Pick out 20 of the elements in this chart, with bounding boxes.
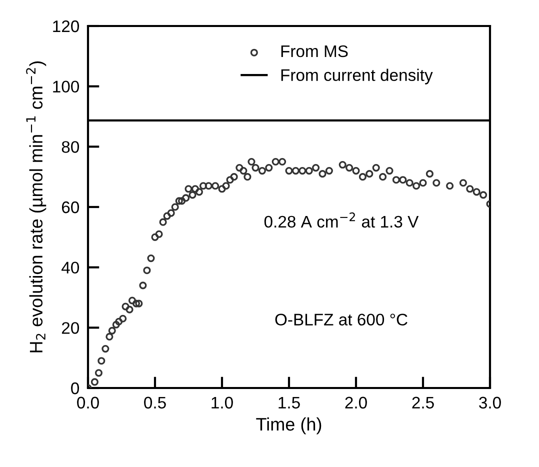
annotation: 0.28 A cm$^{−2}$ at 1.3 V (264, 212, 419, 228)
legend-label: From MS (281, 45, 348, 58)
x-tick-label: 1.5 (278, 396, 300, 409)
y-tick-label: 120 (53, 20, 80, 32)
y-tick-label: 60 (62, 201, 80, 214)
annotation: O-BLFZ at 600 °C (275, 314, 408, 326)
x-tick-label: 2.5 (412, 396, 434, 409)
y-tick-label: 20 (62, 322, 80, 334)
x-axis-title: Time (h) (256, 417, 322, 434)
x-tick-label: 0.5 (144, 396, 166, 409)
y-axis-title: H$_{2}$ evolution rate (µmol min$^{−1}$ cm$^{−2}$) (26, 61, 46, 352)
y-tick-label: 40 (62, 262, 80, 274)
x-tick-label: 1.0 (212, 396, 233, 409)
x-tick-label: 0.0 (77, 396, 99, 409)
x-tick-label: 2.0 (345, 396, 367, 409)
y-tick-label: 80 (62, 141, 80, 153)
y-tick-label: 100 (53, 80, 80, 93)
y-tick-label: 0 (71, 382, 80, 394)
x-tick-label: 3.0 (479, 396, 501, 409)
legend-label: From current density (281, 68, 433, 84)
